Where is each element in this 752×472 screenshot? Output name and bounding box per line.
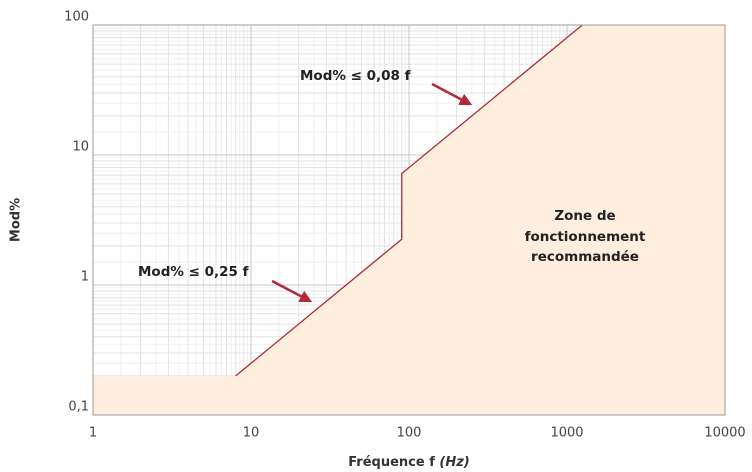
y-tick-label: 100 [64,10,89,25]
x-label-unit: (Hz) [439,455,469,470]
x-tick-label: 10000 [704,426,745,441]
line [235,24,583,377]
x-label-text: Fréquence f [348,455,435,470]
y-tick-label: 1 [81,270,89,285]
plot-frame [92,24,726,416]
y-axis-label: Mod% [9,198,24,242]
area [93,25,725,415]
arrow [431,82,473,106]
x-tick-label: 1 [89,426,97,441]
annotation: Zone de [554,208,615,224]
x-tick-label: 1000 [550,426,583,441]
x-axis-label: Fréquence f (Hz) [348,455,470,470]
annotation: Mod% ≤ 0,25 f [138,264,249,280]
y-tick-label: 10 [72,140,89,155]
x-tick-label: 10 [243,426,260,441]
marks [93,24,725,415]
arrow [271,279,313,303]
annotation: recommandée [531,249,639,265]
y-tick-label: 0,1 [68,400,89,415]
x-tick-label: 100 [397,426,422,441]
annotation: Mod% ≤ 0,08 f [300,68,411,84]
annotation: fonctionnement [525,229,646,245]
